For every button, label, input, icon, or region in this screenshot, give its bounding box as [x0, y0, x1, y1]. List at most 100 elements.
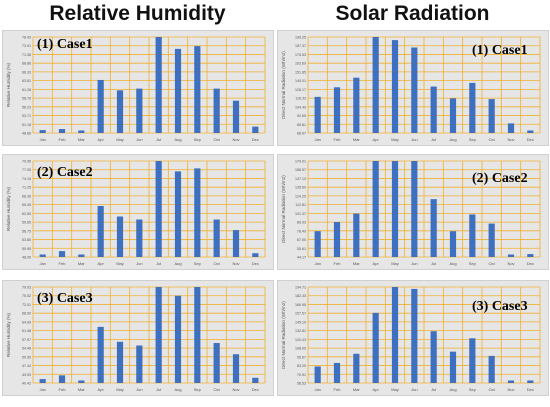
y-tick-label: 71.25	[22, 186, 31, 190]
bar-feb	[58, 129, 66, 133]
chart-svg-sr-case1: Direct Normal Radiation (Wh/m2) 199.25 187…	[281, 36, 541, 142]
bar-mar	[78, 380, 85, 383]
y-tick-label: 56.75	[22, 229, 31, 233]
x-tick-label: Jul	[156, 387, 161, 392]
x-tick-label: Jan	[39, 387, 45, 392]
y-tick-label: 68.86	[22, 62, 31, 66]
y-tick-label: 95.67	[297, 355, 306, 359]
y-tick-label: 169.95	[295, 303, 306, 307]
case-label: (2) Case2	[37, 165, 93, 180]
bar-may	[116, 341, 124, 383]
x-tick-label: Aug	[174, 261, 181, 266]
y-tick-label: 48.05	[22, 256, 31, 260]
title-relative-humidity: Relative Humidity	[49, 2, 226, 25]
x-tick-label: May	[391, 261, 399, 266]
bar-feb	[58, 375, 66, 383]
bar-oct	[213, 88, 220, 133]
x-tick-label: Apr	[373, 387, 380, 392]
bar-may	[116, 90, 124, 133]
bar-sep	[194, 168, 201, 257]
x-tick-label: Jan	[39, 261, 45, 266]
x-tick-label: Nov	[232, 387, 239, 392]
y-tick-label: 175.53	[295, 53, 306, 57]
bar-feb	[333, 362, 341, 383]
x-tick-label: Feb	[59, 261, 67, 266]
x-tick-label: Nov	[232, 261, 239, 266]
x-tick-label: Sep	[194, 137, 202, 142]
y-axis-label: Direct Normal Radiation (Wh/m2)	[281, 301, 286, 369]
bar-jul	[155, 161, 162, 257]
y-tick-label: 74.15	[22, 177, 31, 181]
x-tick-label: Jul	[156, 137, 161, 142]
x-tick-label: Nov	[507, 261, 514, 266]
y-tick-label: 157.57	[295, 312, 306, 316]
bar-mar	[78, 130, 85, 133]
chart-svg-rh-case3: Relative Humidity (%) 79.03 75.52 72.01 68.5…	[6, 286, 266, 392]
bar-jul	[155, 287, 162, 383]
y-tick-label: 147.13	[295, 177, 306, 181]
x-tick-label: Mar	[78, 137, 86, 142]
y-tick-label: 59.65	[22, 221, 31, 225]
y-tick-label: 140.01	[295, 79, 306, 83]
x-tick-label: Jun	[411, 261, 417, 266]
x-tick-label: Sep	[194, 387, 202, 392]
chart-panel-rh-case1: Relative Humidity (%) 76.43 73.91 71.38 68.8…	[2, 30, 274, 146]
bar-jan	[314, 96, 321, 133]
case-label: (1) Case1	[472, 43, 528, 58]
bar-jan	[39, 130, 46, 133]
bar-jun	[136, 345, 143, 383]
bar-oct	[213, 343, 220, 383]
bar-sep	[194, 46, 201, 133]
y-tick-label: 68.50	[22, 312, 31, 316]
chart-panel-rh-case3: Relative Humidity (%) 79.03 75.52 72.01 68.5…	[2, 280, 274, 396]
bar-aug	[449, 351, 457, 383]
y-tick-label: 108.05	[295, 347, 306, 351]
bar-jun	[411, 47, 418, 133]
bar-jul	[430, 331, 437, 383]
chart-panel-rh-case2: Relative Humidity (%) 79.95 77.05 74.15 71.2…	[2, 154, 274, 270]
y-tick-label: 187.37	[295, 44, 306, 48]
y-tick-label: 170.01	[295, 160, 306, 164]
case-label: (1) Case1	[37, 37, 93, 52]
bar-jun	[136, 88, 143, 133]
x-tick-label: Sep	[469, 137, 477, 142]
y-tick-label: 47.44	[22, 364, 31, 368]
y-tick-label: 58.53	[297, 382, 306, 386]
bar-jul	[430, 86, 437, 133]
bar-dec	[527, 130, 534, 133]
x-tick-label: Nov	[232, 137, 239, 142]
y-axis-label: Relative Humidity (%)	[6, 312, 11, 357]
x-tick-label: Apr	[373, 137, 380, 142]
x-tick-label: Aug	[174, 387, 181, 392]
y-tick-label: 75.52	[22, 294, 31, 298]
bar-nov	[507, 380, 515, 383]
y-tick-label: 89.93	[297, 221, 306, 225]
y-tick-label: 78.49	[297, 229, 306, 233]
x-tick-label: Oct	[489, 387, 496, 392]
case-label: (2) Case2	[472, 171, 528, 186]
bar-apr	[372, 312, 379, 383]
x-tick-label: Mar	[78, 261, 86, 266]
y-axis-label: Direct Normal Radiation (Wh/m2)	[281, 51, 286, 119]
bar-sep	[469, 82, 476, 133]
x-tick-label: Sep	[469, 261, 477, 266]
bar-nov	[232, 354, 240, 383]
y-tick-label: 83.29	[297, 364, 306, 368]
bar-jan	[39, 379, 46, 383]
x-tick-label: Nov	[507, 387, 514, 392]
x-tick-label: Sep	[194, 261, 202, 266]
y-tick-label: 61.48	[22, 329, 31, 333]
bar-mar	[353, 77, 360, 133]
x-tick-label: May	[116, 387, 124, 392]
x-tick-label: Dec	[527, 387, 534, 392]
y-tick-label: 80.81	[297, 123, 306, 127]
bar-oct	[488, 355, 495, 383]
y-tick-label: 65.45	[22, 203, 31, 207]
y-tick-label: 53.71	[22, 114, 31, 118]
x-tick-label: Mar	[353, 387, 361, 392]
x-tick-label: Dec	[527, 137, 534, 142]
bar-may	[391, 40, 399, 134]
y-tick-label: 71.38	[22, 53, 31, 57]
case-label: (3) Case3	[37, 291, 93, 306]
y-tick-label: 50.95	[22, 355, 31, 359]
